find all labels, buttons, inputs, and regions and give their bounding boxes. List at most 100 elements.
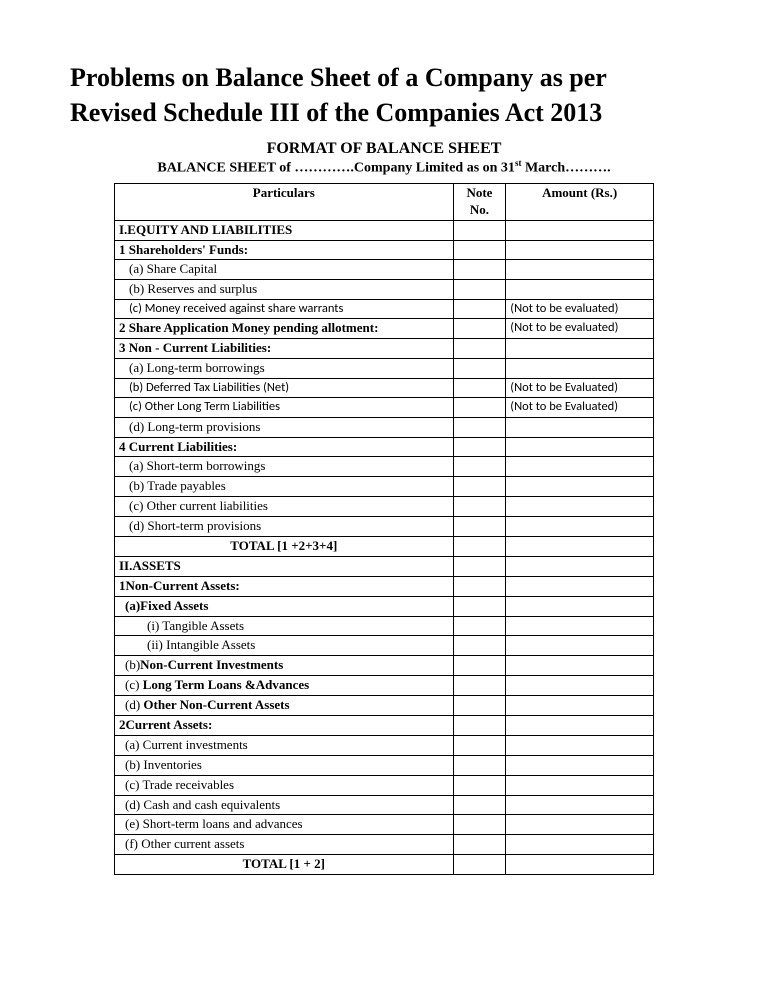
cell bbox=[506, 596, 654, 616]
table-row: (d) Long-term provisions bbox=[115, 417, 654, 437]
cell bbox=[506, 656, 654, 676]
table-row: II.ASSETS bbox=[115, 556, 654, 576]
format-subtitle: FORMAT OF BALANCE SHEET bbox=[70, 140, 698, 158]
cell: (i) Tangible Assets bbox=[115, 616, 454, 636]
table-row: TOTAL [1 + 2] bbox=[115, 855, 654, 875]
cell bbox=[453, 556, 506, 576]
table-row: (b) Trade payables bbox=[115, 477, 654, 497]
cell bbox=[453, 417, 506, 437]
cell-prefix: (b) bbox=[125, 657, 140, 672]
cell-prefix: (d) bbox=[125, 697, 143, 712]
table-row: (b) Deferred Tax Liabilities (Net) (Not t… bbox=[115, 379, 654, 398]
cell: 1Non-Current Assets: bbox=[115, 576, 454, 596]
col-header-note: Note No. bbox=[453, 183, 506, 220]
table-row: (c) Trade receivables bbox=[115, 775, 654, 795]
table-row: (c) Long Term Loans &Advances bbox=[115, 676, 654, 696]
table-row: (b) Reserves and surplus bbox=[115, 280, 654, 300]
cell: (b) Reserves and surplus bbox=[115, 280, 454, 300]
cell bbox=[453, 656, 506, 676]
cell bbox=[506, 260, 654, 280]
cell: (b)Non-Current Investments bbox=[115, 656, 454, 676]
table-row: 1Non-Current Assets: bbox=[115, 576, 654, 596]
cell bbox=[453, 437, 506, 457]
cell bbox=[506, 437, 654, 457]
cell: (a) Current investments bbox=[115, 735, 454, 755]
cell bbox=[453, 676, 506, 696]
table-row: (a) Long-term borrowings bbox=[115, 359, 654, 379]
cell bbox=[506, 735, 654, 755]
cell: (c) Money received against share warrant… bbox=[115, 300, 454, 319]
cell: (a)Fixed Assets bbox=[115, 596, 454, 616]
table-row: (d) Other Non-Current Assets bbox=[115, 696, 654, 716]
table-row: 2Current Assets: bbox=[115, 715, 654, 735]
cell-prefix: (c) bbox=[125, 677, 143, 692]
cell: I.EQUITY AND LIABILITIES bbox=[115, 220, 454, 240]
table-row: 3 Non - Current Liabilities: bbox=[115, 339, 654, 359]
cell bbox=[453, 319, 506, 339]
cell bbox=[506, 775, 654, 795]
cell bbox=[453, 339, 506, 359]
cell bbox=[506, 240, 654, 260]
cell bbox=[453, 280, 506, 300]
cell bbox=[453, 536, 506, 556]
cell: (a) Long-term borrowings bbox=[115, 359, 454, 379]
cell bbox=[506, 696, 654, 716]
cell bbox=[506, 517, 654, 537]
cell bbox=[506, 636, 654, 656]
table-row: (b)Non-Current Investments bbox=[115, 656, 654, 676]
cell: (b) Deferred Tax Liabilities (Net) bbox=[115, 379, 454, 398]
cell bbox=[506, 715, 654, 735]
cell: (a) Share Capital bbox=[115, 260, 454, 280]
cell: TOTAL [1 +2+3+4] bbox=[115, 536, 454, 556]
table-row: (ii) Intangible Assets bbox=[115, 636, 654, 656]
table-row: (e) Short-term loans and advances bbox=[115, 815, 654, 835]
table-row: (f) Other current assets bbox=[115, 835, 654, 855]
cell: (b) Inventories bbox=[115, 755, 454, 775]
cell bbox=[453, 260, 506, 280]
cell bbox=[506, 457, 654, 477]
cell bbox=[506, 477, 654, 497]
cell bbox=[453, 696, 506, 716]
cell bbox=[453, 240, 506, 260]
cell bbox=[453, 835, 506, 855]
cell: 4 Current Liabilities: bbox=[115, 437, 454, 457]
cell: (f) Other current assets bbox=[115, 835, 454, 855]
cell: (d) Short-term provisions bbox=[115, 517, 454, 537]
cell: (Not to be evaluated) bbox=[506, 300, 654, 319]
cell bbox=[453, 715, 506, 735]
table-row: (a) Short-term borrowings bbox=[115, 457, 654, 477]
col-header-amount: Amount (Rs.) bbox=[506, 183, 654, 220]
cell bbox=[506, 576, 654, 596]
table-row: I.EQUITY AND LIABILITIES bbox=[115, 220, 654, 240]
table-row: (a) Current investments bbox=[115, 735, 654, 755]
cell bbox=[453, 220, 506, 240]
table-row: 2 Share Application Money pending allotm… bbox=[115, 319, 654, 339]
cell bbox=[506, 497, 654, 517]
cell bbox=[453, 735, 506, 755]
cell bbox=[453, 398, 506, 417]
cell bbox=[453, 775, 506, 795]
table-row: (d) Short-term provisions bbox=[115, 517, 654, 537]
cell bbox=[453, 616, 506, 636]
cell: (a) Short-term borrowings bbox=[115, 457, 454, 477]
cell bbox=[453, 596, 506, 616]
cell: 3 Non - Current Liabilities: bbox=[115, 339, 454, 359]
cell: (Not to be evaluated) bbox=[506, 319, 654, 339]
cell bbox=[506, 339, 654, 359]
cell: 2 Share Application Money pending allotm… bbox=[115, 319, 454, 339]
cell bbox=[506, 676, 654, 696]
cell bbox=[453, 755, 506, 775]
cell bbox=[453, 497, 506, 517]
cell bbox=[453, 379, 506, 398]
table-row: 4 Current Liabilities: bbox=[115, 437, 654, 457]
cell bbox=[453, 636, 506, 656]
cell-bold: Other Non-Current Assets bbox=[143, 697, 289, 712]
cell bbox=[506, 815, 654, 835]
cell: (Not to be Evaluated) bbox=[506, 379, 654, 398]
cell: 1 Shareholders' Funds: bbox=[115, 240, 454, 260]
col-header-particulars: Particulars bbox=[115, 183, 454, 220]
table-row: (c) Other current liabilities bbox=[115, 497, 654, 517]
cell bbox=[453, 855, 506, 875]
cell bbox=[506, 855, 654, 875]
cell-bold: Long Term Loans &Advances bbox=[143, 677, 310, 692]
